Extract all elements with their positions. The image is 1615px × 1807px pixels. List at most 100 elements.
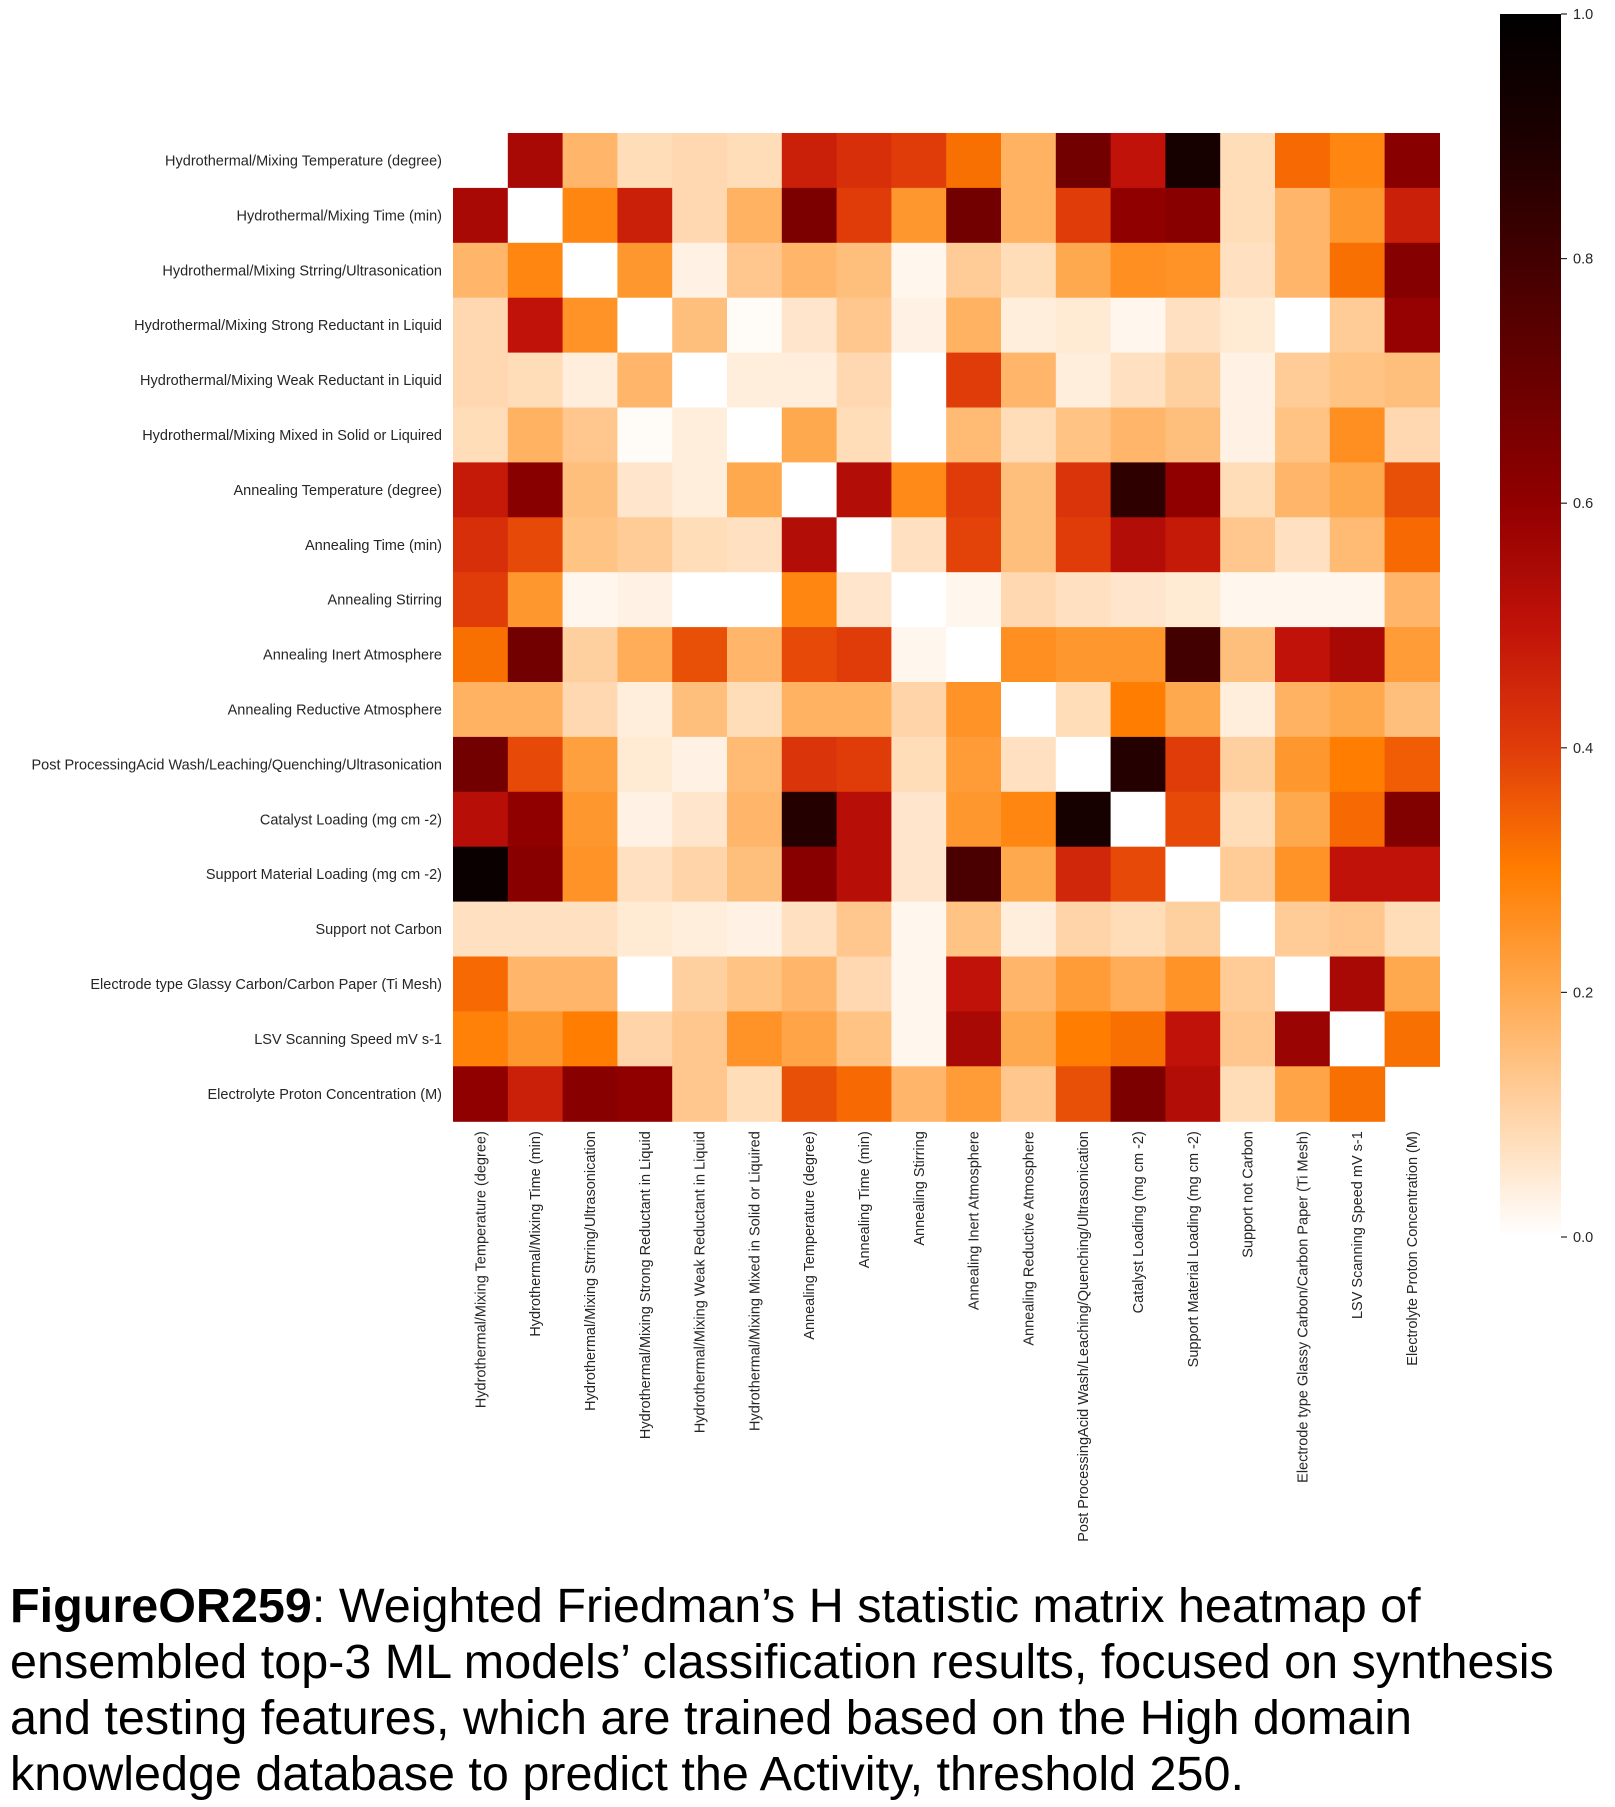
column-label: Annealing Time (min) <box>857 1131 873 1268</box>
heatmap-cell <box>672 791 728 848</box>
heatmap-cell <box>562 187 618 244</box>
heatmap-cell <box>781 133 838 189</box>
heatmap-cell <box>946 517 1002 573</box>
heatmap-cell <box>1165 682 1221 738</box>
heatmap-cell <box>1110 682 1166 738</box>
heatmap-cell <box>1329 462 1386 518</box>
heatmap-cell <box>1329 352 1386 409</box>
heatmap-cell <box>781 517 838 573</box>
heatmap-cell <box>1384 846 1440 903</box>
heatmap-cell <box>946 297 1002 354</box>
heatmap-cell <box>1329 682 1386 738</box>
heatmap-cell <box>562 846 618 903</box>
row-label: Hydrothermal/Mixing Strong Reductant in … <box>134 318 442 334</box>
heatmap-cell <box>1055 572 1112 628</box>
column-label: Hydrothermal/Mixing Strring/Ultrasonicat… <box>583 1131 599 1411</box>
column-label: Electrode type Glassy Carbon/Carbon Pape… <box>1295 1131 1311 1483</box>
heatmap-cell <box>672 956 728 1012</box>
heatmap-cell <box>836 901 892 958</box>
heatmap-cell <box>1220 187 1276 244</box>
row-label: Post ProcessingAcid Wash/Leaching/Quench… <box>31 757 442 773</box>
heatmap-cell <box>1165 297 1221 354</box>
column-label: Hydrothermal/Mixing Strong Reductant in … <box>638 1131 654 1439</box>
heatmap-cell <box>1220 352 1276 409</box>
colorbar-tick-label: 0.8 <box>1573 252 1593 268</box>
heatmap-cell <box>672 352 728 409</box>
heatmap-cell <box>727 133 783 189</box>
heatmap-cell <box>1220 242 1276 299</box>
heatmap-cell <box>836 352 892 409</box>
heatmap-cell <box>562 572 618 628</box>
row-label: Annealing Inert Atmosphere <box>263 648 442 664</box>
heatmap-cell <box>1220 572 1276 628</box>
heatmap-cell <box>946 1011 1002 1067</box>
column-label: Post ProcessingAcid Wash/Leaching/Quench… <box>1076 1131 1092 1542</box>
heatmap-cell <box>781 352 838 409</box>
heatmap-cell <box>1110 1066 1166 1122</box>
heatmap-cell <box>562 1066 618 1122</box>
heatmap-cell <box>1165 791 1221 848</box>
heatmap-cell <box>562 462 618 518</box>
heatmap-cell <box>781 682 838 738</box>
heatmap-cell <box>1055 1066 1112 1122</box>
row-label: Hydrothermal/Mixing Mixed in Solid or Li… <box>142 428 442 444</box>
heatmap-cell <box>1165 956 1221 1012</box>
colorbar-tick-label: 0.6 <box>1573 496 1593 512</box>
column-label: Hydrothermal/Mixing Mixed in Solid or Li… <box>747 1131 763 1431</box>
heatmap-cell <box>507 352 564 409</box>
heatmap-cell <box>1384 352 1440 409</box>
heatmap-cell <box>1329 736 1386 793</box>
heatmap-cell <box>1110 901 1166 958</box>
heatmap-cell <box>1220 736 1276 793</box>
heatmap-cell <box>1220 1011 1276 1067</box>
heatmap-cell <box>1384 462 1440 518</box>
heatmap-cell <box>891 407 947 463</box>
heatmap-cell <box>1055 736 1112 793</box>
row-label: Electrode type Glassy Carbon/Carbon Pape… <box>90 977 442 993</box>
heatmap-cell <box>507 1011 564 1067</box>
heatmap-cell <box>672 297 728 354</box>
heatmap-cell <box>1165 462 1221 518</box>
heatmap-cell <box>1001 133 1057 189</box>
column-label: Support not Carbon <box>1241 1131 1257 1258</box>
heatmap-cell <box>562 791 618 848</box>
heatmap-cell <box>1220 297 1276 354</box>
heatmap-cell <box>727 956 783 1012</box>
heatmap-cell <box>1110 956 1166 1012</box>
heatmap-cell <box>946 462 1002 518</box>
heatmap-cell <box>836 187 892 244</box>
heatmap-cell <box>891 736 947 793</box>
heatmap-cell <box>1275 956 1331 1012</box>
heatmap-cell <box>1055 1011 1112 1067</box>
heatmap-cell <box>836 627 892 683</box>
heatmap-cell <box>1165 517 1221 573</box>
colorbar-tick-label: 1.0 <box>1573 7 1593 23</box>
heatmap-cell <box>1384 682 1440 738</box>
heatmap-cell <box>781 736 838 793</box>
heatmap-cell <box>1329 1011 1386 1067</box>
heatmap-cell <box>1329 297 1386 354</box>
heatmap-cell <box>507 846 564 903</box>
column-label: LSV Scanning Speed mV s-1 <box>1350 1131 1366 1319</box>
heatmap-cell <box>1055 133 1112 189</box>
heatmap-cell <box>946 791 1002 848</box>
heatmap-cell <box>453 462 509 518</box>
heatmap-cell <box>727 791 783 848</box>
heatmap-cell <box>1384 736 1440 793</box>
heatmap-cell <box>1165 572 1221 628</box>
heatmap-cell <box>1220 682 1276 738</box>
column-label: Electrolyte Proton Concentration (M) <box>1405 1131 1421 1366</box>
heatmap-cell <box>507 1066 564 1122</box>
heatmap-cell <box>507 242 564 299</box>
heatmap-cell <box>1384 242 1440 299</box>
heatmap-cell <box>1220 901 1276 958</box>
heatmap-cell <box>836 682 892 738</box>
heatmap-cell <box>672 901 728 958</box>
heatmap-cell <box>672 407 728 463</box>
colorbar-gradient <box>1500 14 1561 1237</box>
heatmap-figure: Hydrothermal/Mixing Temperature (degree)… <box>31 7 1593 1542</box>
heatmap-cell <box>672 1011 728 1067</box>
heatmap-cell <box>1110 462 1166 518</box>
heatmap-cell <box>562 133 618 189</box>
heatmap-cell <box>1110 352 1166 409</box>
